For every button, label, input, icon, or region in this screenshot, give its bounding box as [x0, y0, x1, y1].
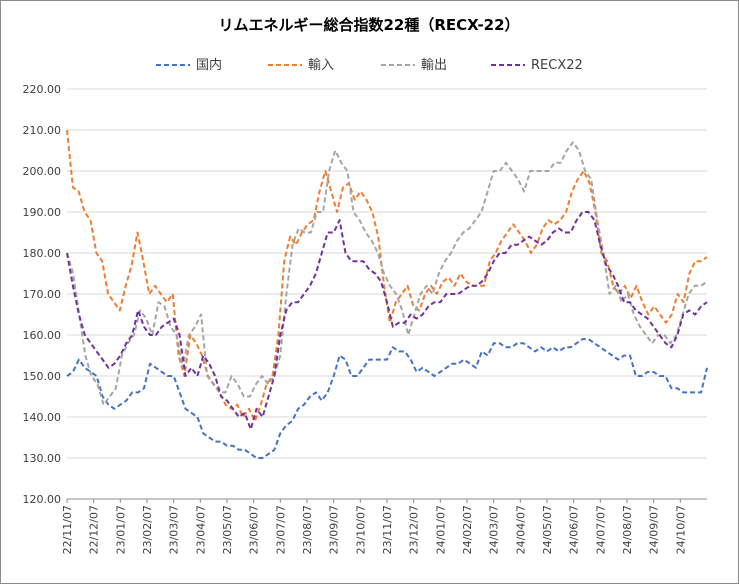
- legend-label: RECX22: [531, 58, 583, 73]
- x-tick-label: 24/09/07: [648, 505, 661, 554]
- x-tick-label: 23/11/07: [381, 505, 394, 554]
- x-tick-label: 22/11/07: [61, 505, 74, 554]
- y-tick-label: 220.00: [23, 83, 62, 96]
- x-tick-label: 23/10/07: [354, 505, 367, 554]
- gridlines: [67, 88, 707, 500]
- y-tick-label: 130.00: [23, 452, 62, 465]
- x-tick-label: 24/06/07: [568, 505, 581, 554]
- series-lines: [66, 129, 708, 459]
- y-tick-label: 170.00: [23, 288, 62, 301]
- x-tick-label: 23/05/07: [221, 505, 234, 554]
- x-tick-label: 24/08/07: [621, 505, 634, 554]
- y-tick-label: 120.00: [23, 493, 62, 506]
- chart-title: リムエネルギー総合指数22種（RECX-22）: [218, 16, 519, 34]
- y-tick-label: 140.00: [23, 411, 62, 424]
- x-tick-label: 23/03/07: [168, 505, 181, 554]
- y-tick-label: 160.00: [23, 329, 62, 342]
- y-tick-label: 180.00: [23, 247, 62, 260]
- x-axis-ticks: 22/11/07 22/12/07 23/01/07 23/02/07 23/03/07…: [61, 499, 687, 554]
- series-line-RECX22: [66, 211, 708, 431]
- x-tick-label: 23/04/07: [194, 505, 207, 554]
- x-tick-label: 23/08/07: [301, 505, 314, 554]
- x-tick-label: 24/07/07: [594, 505, 607, 554]
- y-tick-label: 200.00: [23, 165, 62, 178]
- x-tick-label: 24/04/07: [514, 505, 527, 554]
- series-line-国内: [66, 338, 708, 459]
- y-tick-label: 190.00: [23, 206, 62, 219]
- series-line-輸入: [66, 129, 708, 423]
- y-tick-label: 210.00: [23, 124, 62, 137]
- x-tick-label: 23/02/07: [141, 505, 154, 554]
- x-tick-label: 24/10/07: [674, 505, 687, 554]
- x-tick-label: 24/03/07: [488, 505, 501, 554]
- legend: 国内 輸入 輸出 RECX22: [156, 57, 583, 73]
- legend-label: 輸入: [308, 58, 334, 73]
- x-tick-label: 24/05/07: [541, 505, 554, 554]
- y-tick-label: 150.00: [23, 370, 62, 383]
- x-tick-label: 23/01/07: [114, 505, 127, 554]
- x-tick-label: 23/12/07: [408, 505, 421, 554]
- series-line-輸出: [66, 141, 708, 406]
- y-axis-ticks: 120.00 130.00 140.00 150.00 160.00 170.00 180.…: [23, 83, 62, 506]
- x-tick-label: 24/01/07: [434, 505, 447, 554]
- x-tick-label: 23/06/07: [248, 505, 261, 554]
- x-tick-label: 24/02/07: [461, 505, 474, 554]
- legend-label: 輸出: [421, 58, 447, 73]
- x-tick-label: 23/07/07: [274, 505, 287, 554]
- x-tick-label: 22/12/07: [88, 505, 101, 554]
- legend-label: 国内: [196, 57, 222, 73]
- x-tick-label: 23/09/07: [328, 505, 341, 554]
